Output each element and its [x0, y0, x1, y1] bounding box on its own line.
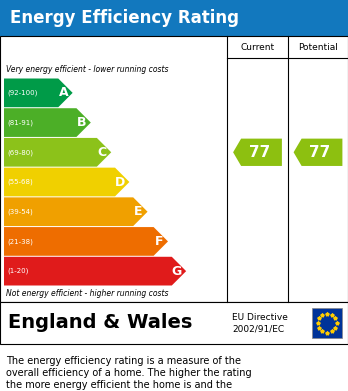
Text: Potential: Potential	[298, 43, 338, 52]
Text: 77: 77	[249, 145, 270, 160]
Bar	[0, 302, 348, 344]
Text: (1-20): (1-20)	[7, 268, 29, 274]
Text: EU Directive: EU Directive	[232, 312, 288, 321]
Text: 2002/91/EC: 2002/91/EC	[232, 325, 284, 334]
Polygon shape	[4, 227, 168, 256]
Text: overall efficiency of a home. The higher the rating: overall efficiency of a home. The higher…	[6, 368, 252, 378]
Text: F: F	[155, 235, 163, 248]
Polygon shape	[4, 257, 186, 285]
Text: C: C	[97, 146, 106, 159]
Text: the more energy efficient the home is and the: the more energy efficient the home is an…	[6, 380, 232, 390]
Text: (69-80): (69-80)	[7, 149, 33, 156]
Text: (81-91): (81-91)	[7, 119, 33, 126]
Polygon shape	[4, 197, 148, 226]
Polygon shape	[294, 139, 342, 166]
Text: 77: 77	[309, 145, 331, 160]
Polygon shape	[4, 138, 111, 167]
Text: Not energy efficient - higher running costs: Not energy efficient - higher running co…	[6, 289, 168, 298]
Bar	[312, 308, 342, 338]
Text: (92-100): (92-100)	[7, 90, 37, 96]
Polygon shape	[233, 139, 282, 166]
Polygon shape	[4, 168, 129, 196]
Text: Current: Current	[240, 43, 275, 52]
Text: Energy Efficiency Rating: Energy Efficiency Rating	[10, 9, 239, 27]
Text: (39-54): (39-54)	[7, 208, 33, 215]
Text: D: D	[115, 176, 125, 188]
Text: Very energy efficient - lower running costs: Very energy efficient - lower running co…	[6, 65, 168, 74]
Bar	[0, 36, 348, 302]
Text: B: B	[77, 116, 86, 129]
Text: (21-38): (21-38)	[7, 238, 33, 245]
Text: E: E	[134, 205, 143, 218]
Bar	[0, 0, 348, 36]
Text: The energy efficiency rating is a measure of the: The energy efficiency rating is a measur…	[6, 356, 241, 366]
Text: (55-68): (55-68)	[7, 179, 33, 185]
Polygon shape	[4, 79, 73, 107]
Text: G: G	[172, 265, 182, 278]
Text: A: A	[59, 86, 68, 99]
Text: England & Wales: England & Wales	[8, 314, 192, 332]
Polygon shape	[4, 108, 91, 137]
